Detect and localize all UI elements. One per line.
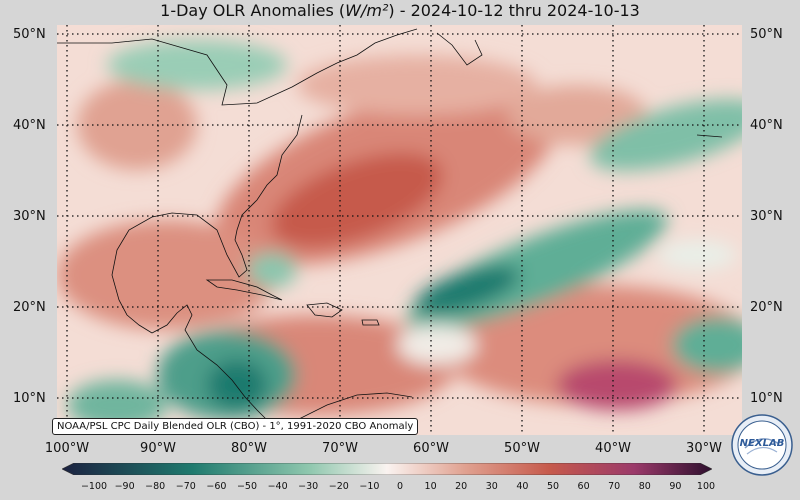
lon-label-80: 80°W xyxy=(231,441,267,456)
colorbar-tick-label: −60 xyxy=(206,481,227,492)
puerto-rico-outline xyxy=(361,319,380,326)
colorbar-tick-label: 10 xyxy=(424,481,437,492)
lat-label-left-40: 40°N xyxy=(13,118,46,133)
colorbar-tick-label: −80 xyxy=(145,481,166,492)
azores-outline xyxy=(696,134,723,138)
logo-text: NEXLAB xyxy=(740,438,785,449)
cuba-outline xyxy=(205,279,283,301)
lat-label-left-20: 20°N xyxy=(13,300,46,315)
lon-label-70: 70°W xyxy=(322,441,358,456)
south-america-outline xyxy=(296,392,413,421)
map-canvas xyxy=(57,25,742,435)
lon-label-90: 90°W xyxy=(140,441,176,456)
lat-label-right-20: 20°N xyxy=(750,300,783,315)
colorbar-tick-label: −90 xyxy=(114,481,135,492)
nova-scotia-outline xyxy=(436,32,483,66)
map-title: 1-Day OLR Anomalies (W/m²) - 2024-10-12 … xyxy=(0,0,800,24)
colorbar-tick-label: 50 xyxy=(546,481,560,492)
lat-label-right-10: 10°N xyxy=(750,391,783,406)
lat-label-left-10: 10°N xyxy=(13,391,46,406)
colorbar-tick-label: 90 xyxy=(669,481,682,492)
lon-label-100: 100°W xyxy=(44,441,90,456)
lon-label-50: 50°W xyxy=(504,441,540,456)
colorbar-tick-label: −20 xyxy=(328,481,349,492)
title-suffix: ) - 2024-10-12 thru 2024-10-13 xyxy=(388,1,640,20)
lat-label-right-50: 50°N xyxy=(750,27,783,42)
colorbar-tick-label: 70 xyxy=(608,481,621,492)
colorbar-tick-label: 30 xyxy=(485,481,498,492)
olr-anomaly-map xyxy=(57,25,742,435)
nexlab-logo: NEXLAB xyxy=(731,414,793,476)
lon-label-30: 30°W xyxy=(686,441,722,456)
colorbar-scale xyxy=(62,463,712,475)
coastlines xyxy=(57,28,723,421)
colorbar-tick-label: 80 xyxy=(638,481,651,492)
colorbar-tick-label: −50 xyxy=(236,481,258,492)
colorbar-tick-label: −10 xyxy=(359,481,380,492)
north-coast-outline xyxy=(57,28,418,106)
colorbar-tick-label: −100 xyxy=(80,481,108,492)
central-america-outline xyxy=(151,304,268,421)
colorbar-tick-label: 20 xyxy=(455,481,468,492)
lon-label-40: 40°W xyxy=(595,441,631,456)
colorbar-tick-label: −40 xyxy=(267,481,288,492)
lon-label-60: 60°W xyxy=(413,441,449,456)
colorbar-tick-label: 40 xyxy=(516,481,529,492)
hispaniola-outline xyxy=(306,302,343,318)
colorbar-tick-label: −30 xyxy=(298,481,319,492)
lat-label-right-40: 40°N xyxy=(750,118,783,133)
colorbar-tick-label: 100 xyxy=(696,481,716,492)
colorbar xyxy=(62,463,712,475)
colorbar-tick-label: 0 xyxy=(396,481,404,492)
title-prefix: 1-Day OLR Anomalies ( xyxy=(160,1,346,20)
data-source-note: NOAA/PSL CPC Daily Blended OLR (CBO) - 1… xyxy=(52,418,419,435)
lat-label-left-30: 30°N xyxy=(13,209,46,224)
colorbar-tick-label: −70 xyxy=(175,481,196,492)
gulf-coast-outline xyxy=(111,114,303,334)
lat-label-right-30: 30°N xyxy=(750,209,783,224)
graticule xyxy=(57,25,742,435)
title-unit: W/m² xyxy=(345,1,389,20)
lat-label-left-50: 50°N xyxy=(13,27,46,42)
colorbar-tick-label: 60 xyxy=(577,481,590,492)
